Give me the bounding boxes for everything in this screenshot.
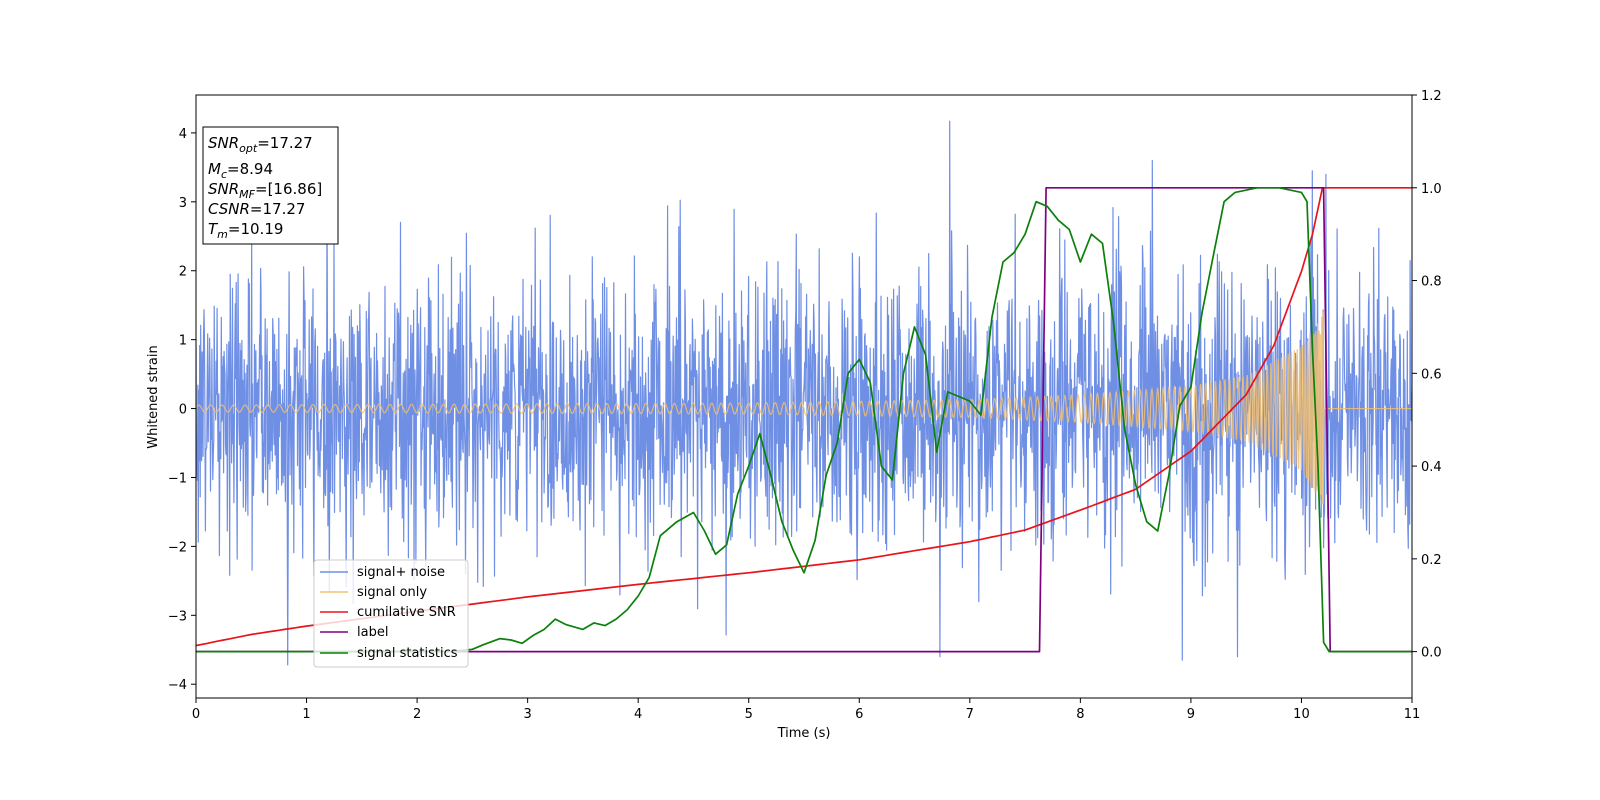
annotation-box: SNRopt=17.27 Mc=8.94 SNRMF=[16.86] CSNR=… bbox=[202, 126, 339, 245]
legend-label-signal-statistics: signal statistics bbox=[357, 646, 458, 661]
legend: signal+ noise signal only cumilative SNR… bbox=[313, 559, 469, 668]
y-axis-right: 0.0 0.2 0.4 0.6 0.8 1.0 1.2 bbox=[1412, 89, 1442, 661]
x-tick-label: 2 bbox=[413, 707, 421, 722]
y-tick-label: 1 bbox=[179, 334, 187, 349]
series-signal-statistics bbox=[196, 186, 1412, 653]
y-tick-label: 0 bbox=[179, 403, 187, 418]
y-axis-left: −4 −3 −2 −1 0 1 2 3 4 bbox=[168, 127, 196, 693]
x-tick-label: 0 bbox=[192, 707, 200, 722]
y-tick-label: −3 bbox=[168, 609, 187, 624]
x-tick-label: 8 bbox=[1076, 707, 1084, 722]
legend-frame bbox=[313, 559, 469, 668]
x-tick-label: 10 bbox=[1293, 707, 1310, 722]
legend-label-label: label bbox=[357, 625, 388, 640]
plot-frame bbox=[195, 94, 1413, 699]
x-tick-label: 1 bbox=[302, 707, 310, 722]
x-tick-label: 5 bbox=[745, 707, 753, 722]
x-tick-label: 7 bbox=[966, 707, 974, 722]
x-tick-label: 6 bbox=[855, 707, 863, 722]
x-tick-label: 3 bbox=[523, 707, 531, 722]
y-tick-label: 2 bbox=[179, 265, 187, 280]
y2-tick-label: 1.2 bbox=[1421, 89, 1442, 104]
annotation-line-snr-mf: SNRMF=[16.86] bbox=[208, 180, 322, 201]
y-tick-label: −1 bbox=[168, 471, 187, 486]
y-tick-label: −2 bbox=[168, 540, 187, 555]
y-tick-label: −4 bbox=[168, 678, 187, 693]
annotation-line-csnr: CSNR=17.27 bbox=[208, 200, 305, 218]
x-tick-label: 9 bbox=[1187, 707, 1195, 722]
annotation-line-snr-opt: SNRopt=17.27 bbox=[208, 134, 313, 155]
annotation-line-tm: Tm=10.19 bbox=[208, 220, 283, 241]
legend-label-signal-only: signal only bbox=[357, 585, 427, 600]
y2-tick-label: 0.2 bbox=[1421, 553, 1442, 568]
y2-tick-label: 0.4 bbox=[1421, 460, 1442, 475]
y2-tick-label: 0.6 bbox=[1421, 367, 1442, 382]
y-tick-label: 3 bbox=[179, 196, 187, 211]
x-tick-label: 4 bbox=[634, 707, 642, 722]
legend-label-signal-noise: signal+ noise bbox=[357, 565, 445, 580]
x-tick-label: 11 bbox=[1404, 707, 1421, 722]
y2-tick-label: 1.0 bbox=[1421, 182, 1442, 197]
x-axis-label: Time (s) bbox=[777, 726, 831, 741]
series-signal-only bbox=[196, 312, 1412, 505]
x-axis: 0 1 2 3 4 5 6 7 8 9 10 11 bbox=[192, 698, 1420, 722]
y-axis-label: Whitened strain bbox=[146, 345, 161, 448]
legend-label-cumulative-snr: cumilative SNR bbox=[357, 605, 456, 620]
y2-tick-label: 0.8 bbox=[1421, 275, 1442, 290]
annotation-frame bbox=[202, 126, 339, 245]
y-tick-label: 4 bbox=[179, 127, 187, 142]
annotation-line-mc: Mc=8.94 bbox=[208, 160, 273, 181]
y2-tick-label: 0.0 bbox=[1421, 646, 1442, 661]
